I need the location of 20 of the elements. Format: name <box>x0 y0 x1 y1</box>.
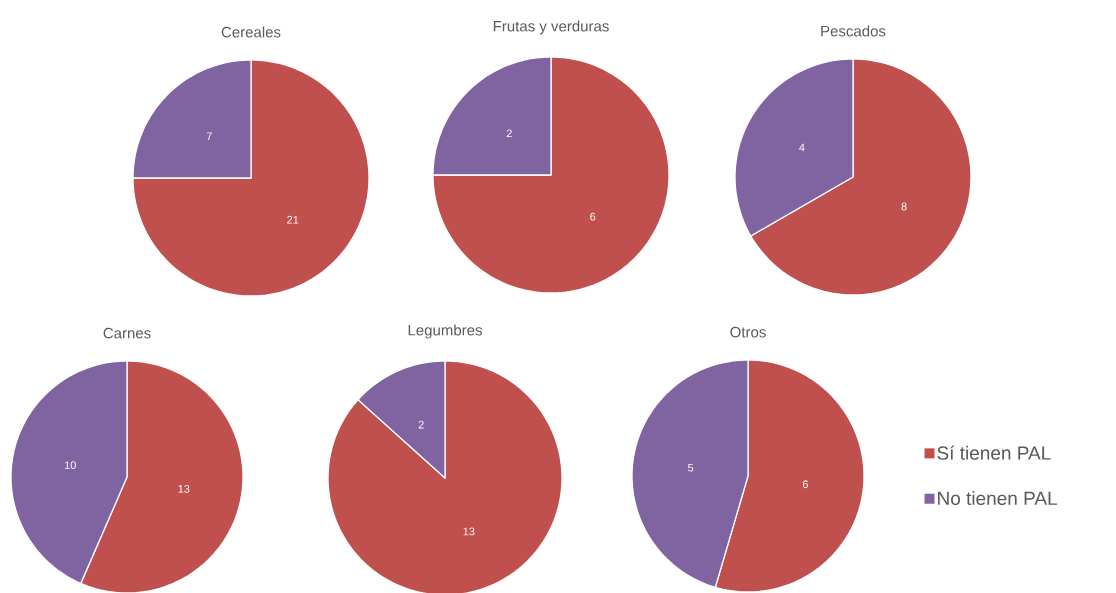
data-label: 5 <box>687 463 694 472</box>
chart-title: Otros <box>730 326 766 338</box>
data-label: 6 <box>802 480 808 489</box>
data-label: 7 <box>206 132 212 141</box>
legend-label: No tienen PAL <box>938 491 1057 506</box>
data-label: 13 <box>463 527 475 536</box>
data-label: 8 <box>901 202 907 211</box>
chart-title: Carnes <box>103 327 151 339</box>
data-label: 10 <box>64 461 76 470</box>
data-label: 21 <box>287 215 299 224</box>
chart-title: Cereales <box>221 26 281 38</box>
data-label: 2 <box>506 129 512 138</box>
chart-title: Frutas y verduras <box>493 20 609 35</box>
chart-title: Pescados <box>821 25 886 37</box>
data-label: 4 <box>799 143 805 152</box>
data-label: 6 <box>590 212 596 221</box>
legend-label: Sí tienen PAL <box>937 445 1051 460</box>
chart-title: Legumbres <box>408 324 482 339</box>
data-label: 13 <box>178 484 190 493</box>
data-label: 2 <box>418 420 424 429</box>
